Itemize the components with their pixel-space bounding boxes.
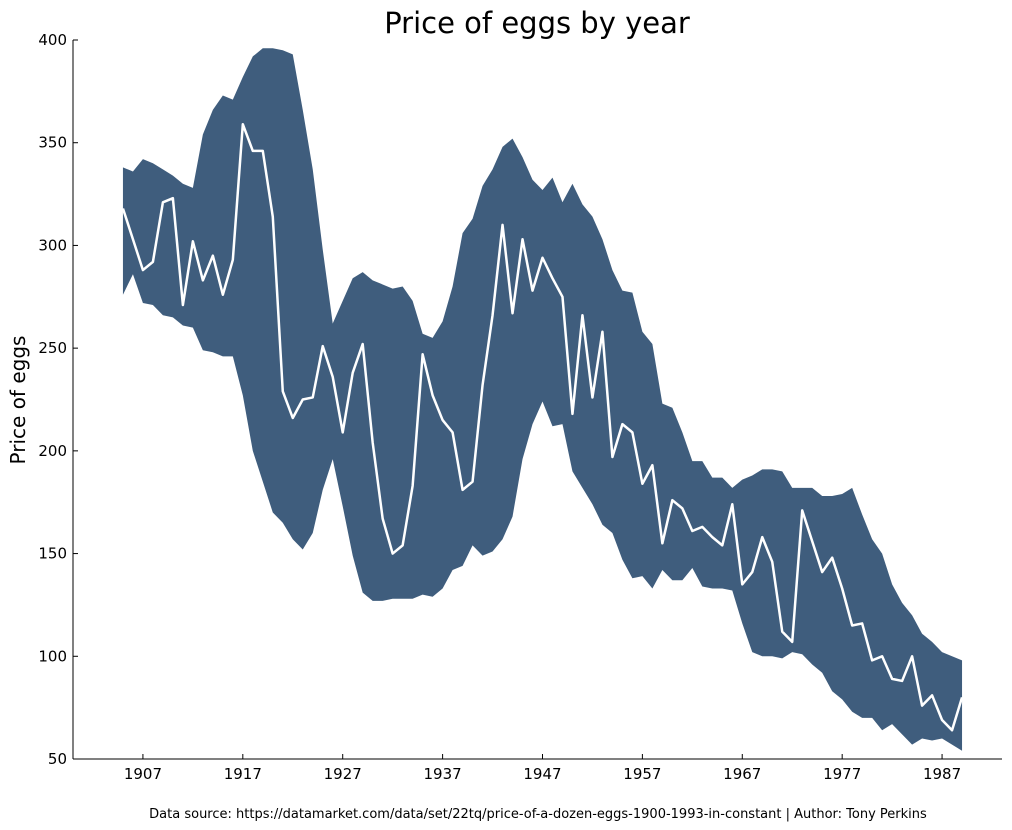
x-tick-label: 1927 — [324, 765, 362, 783]
x-tick-label: 1907 — [124, 765, 162, 783]
y-tick-label: 150 — [38, 545, 67, 563]
price-line — [121, 122, 964, 732]
y-tick-label: 300 — [38, 236, 67, 254]
x-tick-label: 1987 — [923, 765, 961, 783]
x-tick-label: 1917 — [224, 765, 262, 783]
plot-area — [121, 48, 964, 751]
x-tick-label: 1957 — [623, 765, 661, 783]
y-tick-label: 100 — [38, 647, 67, 665]
y-tick-label: 250 — [38, 339, 67, 357]
axes: 1907 1917 1927 1937 1947 1957 1967 1977 1987 50 10… — [38, 31, 1002, 783]
y-tick-label: 350 — [38, 134, 67, 152]
x-tick-label: 1977 — [823, 765, 861, 783]
x-tick-label: 1967 — [723, 765, 761, 783]
data-source-note: Data source: https://datamarket.com/data… — [149, 807, 927, 822]
y-tick-label: 50 — [48, 750, 67, 768]
x-tick-label: 1937 — [424, 765, 462, 783]
chart-title: Price of eggs by year — [384, 6, 690, 40]
range-band — [122, 48, 963, 751]
y-tick-label: 400 — [38, 31, 67, 49]
y-tick-label: 200 — [38, 442, 67, 460]
y-axis-label: Price of eggs — [6, 336, 30, 465]
x-tick-label: 1947 — [523, 765, 561, 783]
